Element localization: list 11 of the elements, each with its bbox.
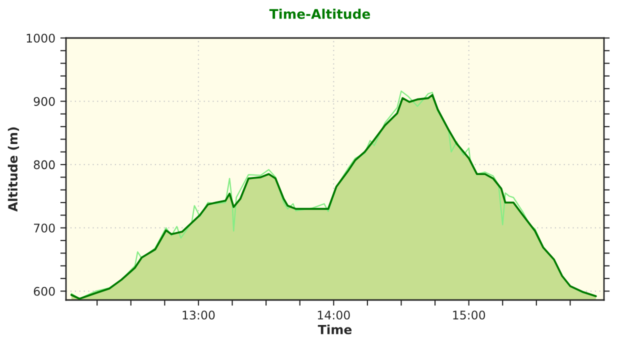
x-tick-label: 13:00	[182, 310, 215, 320]
y-axis-title: Altitude (m)	[8, 127, 20, 212]
y-tick-label: 700	[34, 224, 55, 233]
y-tick-label: 600	[34, 286, 55, 296]
x-axis-title: Time	[318, 324, 352, 334]
y-tick-label: 800	[34, 160, 55, 170]
y-tick-label: 900	[34, 97, 55, 106]
chart-title: Time-Altitude	[269, 8, 370, 19]
y-tick-label: 1000	[26, 34, 55, 43]
x-tick-label: 14:00	[318, 310, 350, 320]
x-tick-label: 15:00	[453, 310, 486, 320]
